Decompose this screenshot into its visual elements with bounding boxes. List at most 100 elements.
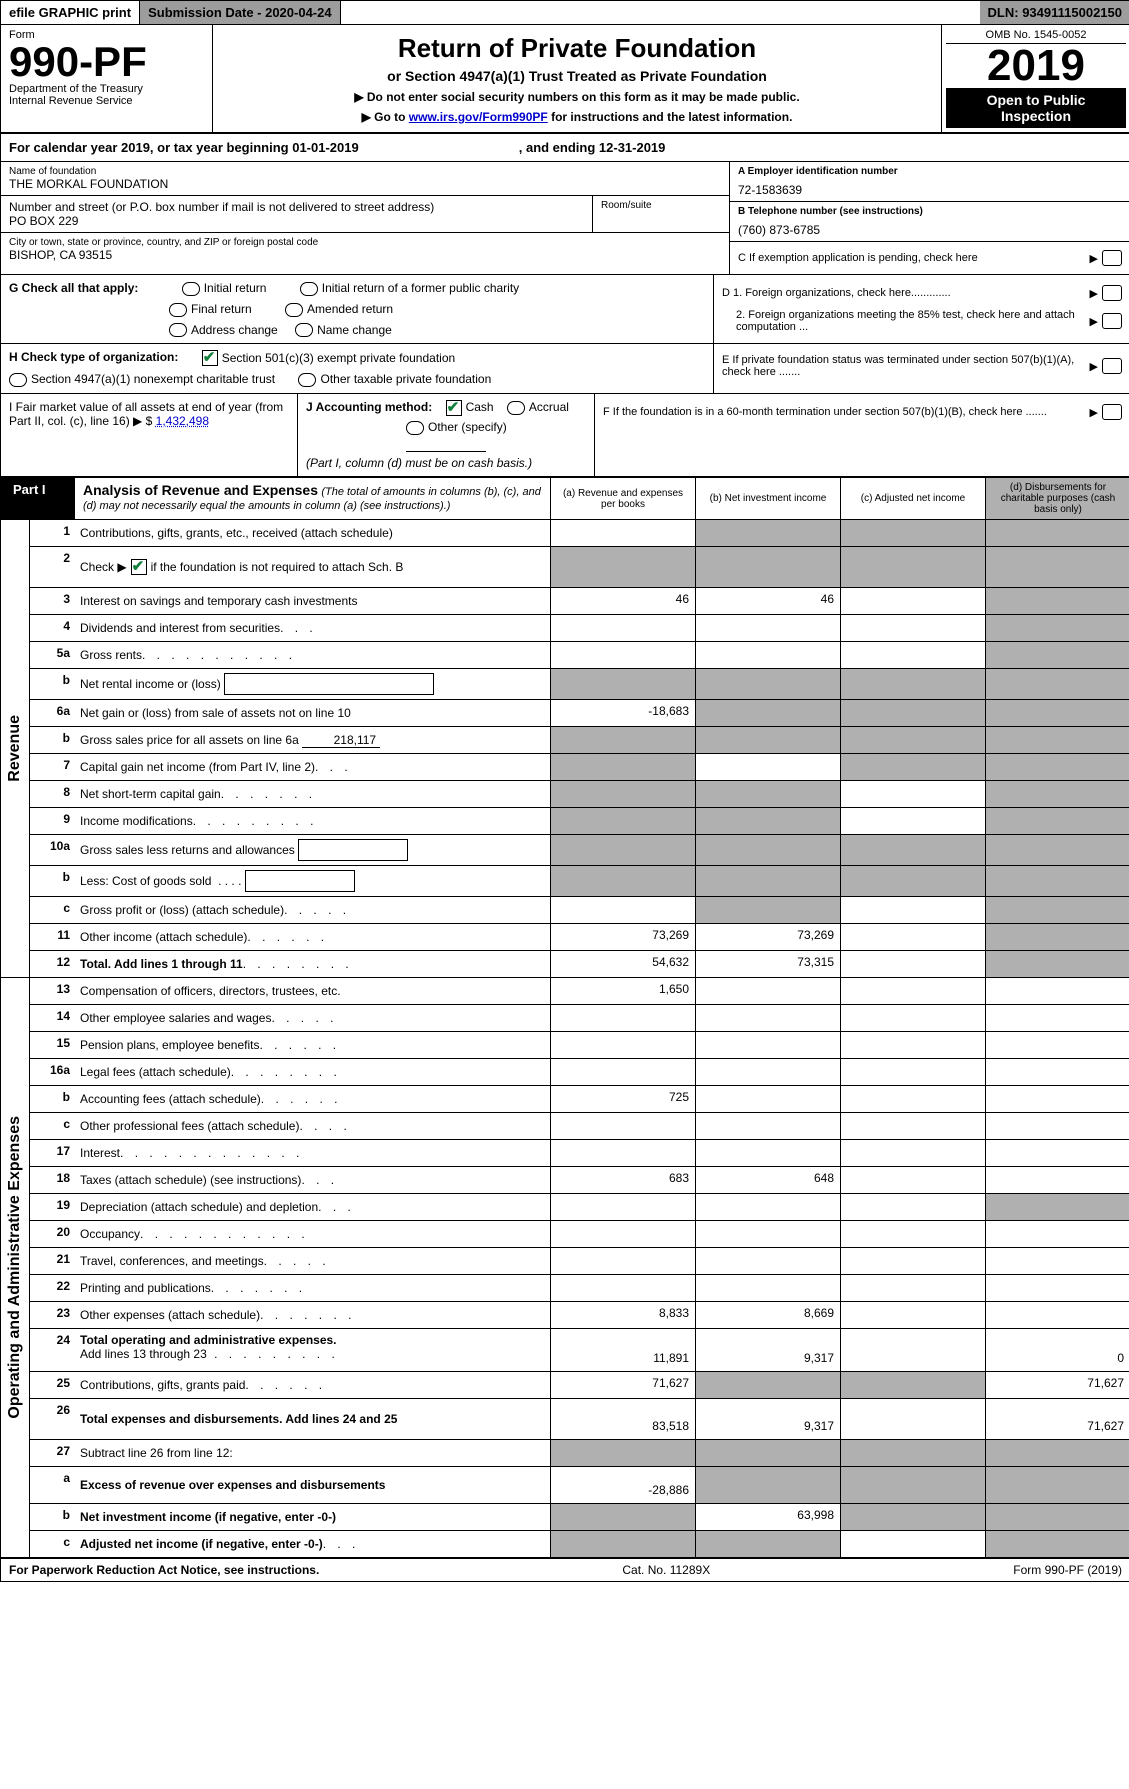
row-num: 21 [30, 1248, 74, 1274]
j-other-checkbox[interactable] [406, 421, 424, 435]
g-initial-former-checkbox[interactable] [300, 282, 318, 296]
r22-text: Printing and publications [80, 1281, 211, 1295]
row-num: 12 [30, 951, 74, 977]
row-desc: Income modifications . . . . . . . . . [74, 808, 550, 834]
f-checkbox[interactable] [1102, 404, 1122, 420]
row-desc: Total operating and administrative expen… [74, 1329, 550, 1371]
r21-text: Travel, conferences, and meetings [80, 1254, 264, 1268]
row-num: 2 [30, 547, 74, 587]
cell-c [840, 1194, 985, 1220]
cell-a [550, 1531, 695, 1557]
row-desc: Net short-term capital gain . . . . . . … [74, 781, 550, 807]
g-name-checkbox[interactable] [295, 323, 313, 337]
row-desc: Other income (attach schedule) . . . . .… [74, 924, 550, 950]
cell-c [840, 700, 985, 726]
sch-b-checkbox[interactable] [131, 559, 147, 575]
j-cash-checkbox[interactable] [446, 400, 462, 416]
cell-a [550, 1140, 695, 1166]
j-accrual-checkbox[interactable] [507, 401, 525, 415]
row-desc: Less: Cost of goods sold . . . . [74, 866, 550, 896]
row-desc: Total expenses and disbursements. Add li… [74, 1399, 550, 1439]
cell-a [550, 669, 695, 699]
r2-pre: Check ▶ [80, 560, 127, 574]
cell-c [840, 1440, 985, 1466]
g-initial-checkbox[interactable] [182, 282, 200, 296]
r14-text: Other employee salaries and wages [80, 1011, 271, 1025]
row-num: 15 [30, 1032, 74, 1058]
cell-d [985, 1467, 1129, 1503]
h-501c3-checkbox[interactable] [202, 350, 218, 366]
row-desc: Net investment income (if negative, ente… [74, 1504, 550, 1530]
cell-d [985, 1531, 1129, 1557]
cell-c [840, 1032, 985, 1058]
h-4947-checkbox[interactable] [9, 373, 27, 387]
cell-a [550, 1005, 695, 1031]
expense-rows: 13Compensation of officers, directors, t… [30, 978, 1129, 1557]
cell-d [985, 781, 1129, 807]
g-final-checkbox[interactable] [169, 303, 187, 317]
r5b-input[interactable] [224, 673, 434, 695]
cell-c [840, 835, 985, 865]
j-other-input[interactable] [406, 435, 486, 452]
row-desc: Check ▶if the foundation is not required… [74, 547, 550, 587]
r10b-input[interactable] [245, 870, 355, 892]
instructions-link[interactable]: www.irs.gov/Form990PF [409, 110, 548, 124]
cell-a [550, 1059, 695, 1085]
form-title: Return of Private Foundation [221, 33, 933, 64]
g-address-checkbox[interactable] [169, 323, 187, 337]
d1-checkbox[interactable] [1102, 285, 1122, 301]
dots: . . . . . . . . . . . [142, 648, 544, 662]
g-amended-checkbox[interactable] [285, 303, 303, 317]
cell-d [985, 642, 1129, 668]
foundation-name: THE MORKAL FOUNDATION [9, 177, 721, 191]
cell-d [985, 1504, 1129, 1530]
form-header: Form 990-PF Department of the Treasury I… [1, 25, 1129, 134]
top-bar: efile GRAPHIC print Submission Date - 20… [1, 1, 1129, 25]
r16c-text: Other professional fees (attach schedule… [80, 1119, 299, 1133]
dots: . . . . . . . [221, 787, 544, 801]
f-section: F If the foundation is in a 60-month ter… [594, 394, 1129, 476]
row-num: a [30, 1467, 74, 1503]
expense-side-label: Operating and Administrative Expenses [1, 978, 30, 1557]
cell-a: 11,891 [550, 1329, 695, 1371]
e-checkbox[interactable] [1102, 358, 1122, 374]
cell-c [840, 1275, 985, 1301]
cell-c [840, 727, 985, 753]
r10a-input[interactable] [298, 839, 408, 861]
irs: Internal Revenue Service [9, 95, 204, 107]
row-num: c [30, 897, 74, 923]
cell-a [550, 727, 695, 753]
efile-label[interactable]: efile GRAPHIC print [1, 1, 140, 24]
cell-d [985, 615, 1129, 641]
cell-d [985, 924, 1129, 950]
d2-checkbox[interactable] [1102, 313, 1122, 329]
d-section: D 1. Foreign organizations, check here..… [713, 275, 1129, 343]
cell-c [840, 808, 985, 834]
cell-a [550, 547, 695, 587]
cell-b [695, 642, 840, 668]
open-public-badge: Open to Public Inspection [946, 88, 1126, 128]
row-desc: Other expenses (attach schedule) . . . .… [74, 1302, 550, 1328]
cell-a: 83,518 [550, 1399, 695, 1439]
row-desc: Pension plans, employee benefits . . . .… [74, 1032, 550, 1058]
cal-end: , and ending 12-31-2019 [519, 140, 666, 155]
row-desc: Gross rents . . . . . . . . . . . [74, 642, 550, 668]
row-num: 19 [30, 1194, 74, 1220]
cell-a [550, 754, 695, 780]
cell-b [695, 1005, 840, 1031]
c-checkbox[interactable] [1102, 250, 1122, 266]
cell-c [840, 547, 985, 587]
row-desc: Contributions, gifts, grants, etc., rece… [74, 520, 550, 546]
row-num: 13 [30, 978, 74, 1004]
h-other-checkbox[interactable] [298, 373, 316, 387]
cell-d [985, 1005, 1129, 1031]
ein: 72-1583639 [738, 177, 1122, 197]
header-right: OMB No. 1545-0052 2019 Open to Public In… [941, 25, 1129, 132]
dots: . . . . . . [245, 1378, 544, 1392]
entity-right: A Employer identification number 72-1583… [729, 162, 1129, 274]
cell-b [695, 1467, 840, 1503]
dots: . . . . . . [247, 930, 544, 944]
col-a-header: (a) Revenue and expenses per books [550, 478, 695, 519]
revenue-text: Revenue [6, 715, 24, 782]
g-opt-amended: Amended return [307, 302, 393, 316]
